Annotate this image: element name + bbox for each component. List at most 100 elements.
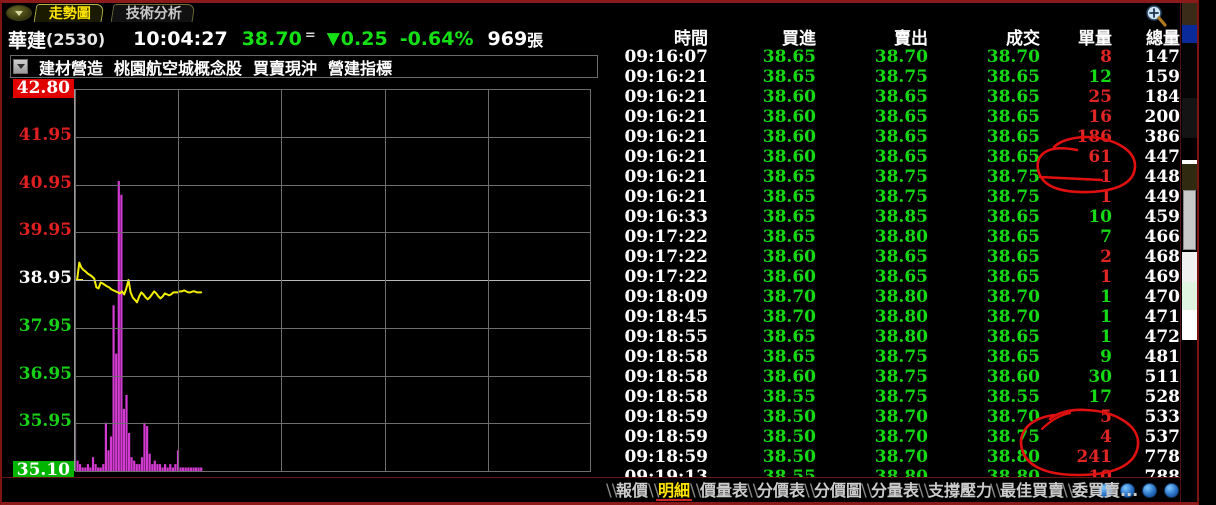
cell-qty: 10 [1088, 207, 1112, 227]
bottom-tab-6[interactable]: 支撐壓力 [928, 481, 993, 500]
table-row[interactable]: 09:16:21 38.60 38.65 38.65 25 184 [602, 87, 1184, 107]
tab-separator: \ [606, 482, 618, 501]
cell-total: 200 [1144, 107, 1181, 127]
table-row[interactable]: 09:18:58 38.65 38.75 38.65 9 481 [602, 347, 1184, 367]
cell-qty: 30 [1088, 367, 1112, 387]
cell-qty: 4 [1100, 427, 1112, 447]
grid-line-horizontal [75, 471, 591, 472]
table-row[interactable]: 09:18:59 38.50 38.70 38.70 5 533 [602, 407, 1184, 427]
cell-qty: 61 [1088, 147, 1112, 167]
category-bar[interactable]: 建材營造 桃園航空城概念股 買賣現沖 營建指標 [10, 55, 598, 78]
table-row[interactable]: 09:18:09 38.70 38.80 38.70 1 470 [602, 287, 1184, 307]
category-tag-0[interactable]: 建材營造 [39, 58, 104, 78]
cell-time: 09:16:07 [624, 47, 708, 67]
cell-deal: 38.65 [986, 327, 1040, 347]
chart-plot-area[interactable] [74, 89, 591, 472]
cell-qty: 16 [1088, 107, 1112, 127]
table-row[interactable]: 09:16:33 38.65 38.85 38.65 10 459 [602, 207, 1184, 227]
table-row[interactable]: 09:16:21 38.60 38.65 38.65 16 200 [602, 107, 1184, 127]
cell-total: 447 [1144, 147, 1181, 167]
cell-deal: 38.75 [986, 187, 1040, 207]
category-tag-3[interactable]: 營建指標 [328, 58, 393, 78]
col-header-ask: 賣出 [894, 28, 928, 49]
cell-ask: 38.65 [874, 87, 928, 107]
cell-total: 778 [1144, 447, 1181, 467]
cell-ask: 38.70 [874, 47, 928, 67]
cell-time: 09:18:59 [624, 407, 708, 427]
bottom-tabbar[interactable]: \報價\明細\價量表\分價表\分價圖\分量表\支撐壓力\最佳買賣\委買賣... [2, 477, 1197, 502]
table-body[interactable]: 09:16:07 38.65 38.70 38.70 8 147 09:16:21 38.65… [602, 47, 1184, 502]
cell-ask: 38.85 [874, 207, 928, 227]
bottom-tab-8[interactable]: 委買賣... [1072, 481, 1139, 500]
chevron-down-icon[interactable] [13, 59, 28, 74]
cell-time: 09:18:55 [624, 327, 708, 347]
globe-icon-4[interactable] [1164, 483, 1179, 498]
grid-line-horizontal [75, 185, 591, 186]
table-row[interactable]: 09:16:21 38.65 38.75 38.75 1 448 [602, 167, 1184, 187]
bottom-tab-0[interactable]: 報價 [616, 481, 649, 500]
cell-bid: 38.55 [762, 387, 816, 407]
grid-line-vertical [75, 89, 76, 471]
bottom-tab-3[interactable]: 分價表 [757, 481, 806, 500]
table-row[interactable]: 09:17:22 38.60 38.65 38.65 2 468 [602, 247, 1184, 267]
table-row[interactable]: 09:18:55 38.65 38.80 38.65 1 472 [602, 327, 1184, 347]
cell-ask: 38.80 [874, 287, 928, 307]
table-row[interactable]: 09:18:59 38.50 38.70 38.75 4 537 [602, 427, 1184, 447]
table-row[interactable]: 09:17:22 38.60 38.65 38.65 1 469 [602, 267, 1184, 287]
globe-icon-2[interactable] [1120, 483, 1135, 498]
bottom-tab-1[interactable]: 明細 [656, 481, 693, 501]
grid-line-horizontal [75, 137, 591, 138]
table-row[interactable]: 09:16:21 38.60 38.65 38.65 61 447 [602, 147, 1184, 167]
cell-bid: 38.65 [762, 347, 816, 367]
bottom-tab-2[interactable]: 價量表 [700, 481, 749, 500]
cell-qty: 1 [1100, 167, 1112, 187]
table-row[interactable]: 09:18:45 38.70 38.80 38.70 1 471 [602, 307, 1184, 327]
cell-bid: 38.65 [762, 207, 816, 227]
category-tag-1[interactable]: 桃園航空城概念股 [114, 58, 243, 78]
last-price: 38.70 [241, 28, 302, 50]
bottom-tab-4[interactable]: 分價圖 [814, 481, 863, 500]
grid-line-horizontal [75, 89, 591, 90]
tab-separator: \ [648, 482, 660, 501]
cell-total: 471 [1144, 307, 1181, 327]
table-row[interactable]: 09:16:21 38.60 38.65 38.65 186 386 [602, 127, 1184, 147]
bottom-tab-7[interactable]: 最佳買賣 [1000, 481, 1065, 500]
magnifier-zoom-in-icon [1146, 5, 1167, 27]
bottom-tab-5[interactable]: 分量表 [871, 481, 920, 500]
tab-technical-analysis[interactable]: 技術分析 [110, 4, 196, 22]
cell-qty: 1 [1100, 287, 1112, 307]
cell-qty: 8 [1100, 47, 1112, 67]
cell-total: 459 [1144, 207, 1181, 227]
table-row[interactable]: 09:18:59 38.50 38.70 38.80 241 778 [602, 447, 1184, 467]
price-axis-tick: 38.95 [18, 268, 72, 288]
table-row[interactable]: 09:16:21 38.65 38.75 38.65 12 159 [602, 67, 1184, 87]
table-row[interactable]: 09:16:07 38.65 38.70 38.70 8 147 [602, 47, 1184, 67]
cell-bid: 38.65 [762, 67, 816, 87]
cell-total: 481 [1144, 347, 1181, 367]
cell-deal: 38.65 [986, 67, 1040, 87]
cell-qty: 1 [1100, 327, 1112, 347]
cell-qty: 2 [1100, 247, 1112, 267]
intraday-chart[interactable]: 42.80 41.95 40.95 39.95 38.95 37.95 36.95 35.95… [2, 79, 602, 481]
tick-detail-table[interactable]: 時間 買進 賣出 成交 單量 總量 09:16:07 38.65 38.70 38.7… [602, 25, 1184, 502]
cell-deal: 38.65 [986, 127, 1040, 147]
chevron-down-icon[interactable] [6, 5, 32, 21]
category-tag-2[interactable]: 買賣現沖 [253, 58, 318, 78]
tab-trend-chart[interactable]: 走勢圖 [33, 4, 105, 22]
col-header-total: 總量 [1146, 28, 1180, 49]
table-row[interactable]: 09:16:21 38.65 38.75 38.75 1 449 [602, 187, 1184, 207]
globe-icon-1[interactable] [1098, 483, 1113, 498]
cell-time: 09:18:59 [624, 447, 708, 467]
cell-ask: 38.75 [874, 67, 928, 87]
price-axis: 42.80 41.95 40.95 39.95 38.95 37.95 36.95 35.95… [2, 79, 74, 481]
cell-time: 09:18:58 [624, 367, 708, 387]
table-row[interactable]: 09:18:58 38.55 38.75 38.55 17 528 [602, 387, 1184, 407]
grid-line-horizontal [75, 423, 591, 424]
cell-bid: 38.60 [762, 107, 816, 127]
table-row[interactable]: 09:17:22 38.65 38.80 38.65 7 466 [602, 227, 1184, 247]
table-row[interactable]: 09:18:58 38.60 38.75 38.60 30 511 [602, 367, 1184, 387]
stock-name: 華建 [8, 29, 47, 52]
globe-icon-3[interactable] [1142, 483, 1157, 498]
cell-qty: 9 [1100, 347, 1112, 367]
